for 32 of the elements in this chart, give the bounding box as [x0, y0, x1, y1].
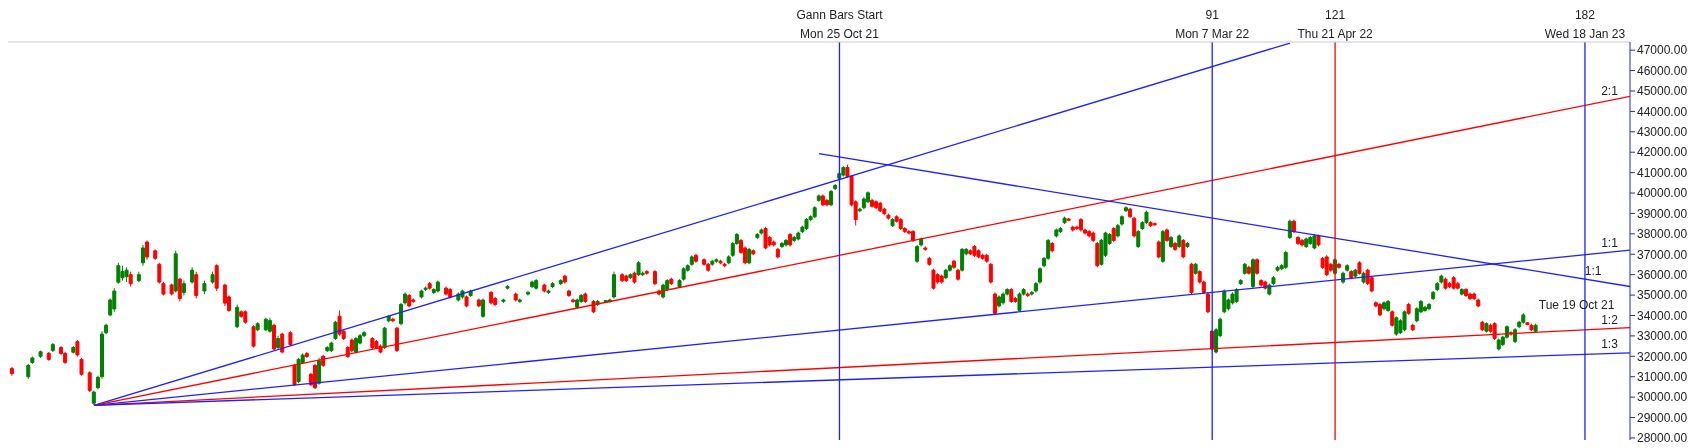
- y-tick-label: 35000.00: [1637, 288, 1688, 303]
- ref-line-label: Mon 25 Oct 21: [800, 27, 880, 41]
- y-tick-label: 43000.00: [1637, 125, 1688, 140]
- y-tick-label: 33000.00: [1637, 329, 1688, 344]
- x-tick-label: 91: [1205, 8, 1220, 22]
- annotation: 1:3: [1601, 337, 1619, 352]
- y-tick-label: 32000.00: [1637, 349, 1688, 364]
- y-tick-label: 40000.00: [1637, 186, 1688, 201]
- annotation: 2:1: [1601, 84, 1619, 99]
- x-tick-label: 182: [1574, 8, 1596, 22]
- y-tick-label: 47000.00: [1637, 43, 1688, 58]
- ref-line-label: Thu 21 Apr 22: [1297, 27, 1374, 41]
- annotation: 1:2: [1601, 312, 1619, 327]
- ref-line-label: Wed 18 Jan 23: [1544, 27, 1626, 41]
- annotation: 1:1: [1601, 236, 1619, 251]
- y-tick-label: 36000.00: [1637, 267, 1688, 282]
- y-tick-label: 42000.00: [1637, 145, 1688, 160]
- y-tick-label: 45000.00: [1637, 84, 1688, 99]
- ref-line-label: Mon 7 Mar 22: [1175, 27, 1250, 41]
- y-tick-label: 38000.00: [1637, 227, 1688, 242]
- x-tick-label: Gann Bars Start: [796, 8, 884, 22]
- y-tick-label: 31000.00: [1637, 369, 1688, 384]
- x-tick-label: 121: [1325, 8, 1346, 22]
- y-tick-label: 30000.00: [1637, 390, 1688, 405]
- y-tick-label: 44000.00: [1637, 104, 1688, 119]
- y-tick-label: 37000.00: [1637, 247, 1688, 262]
- y-tick-label: 34000.00: [1637, 308, 1688, 323]
- y-tick-label: 29000.00: [1637, 410, 1688, 425]
- y-tick-label: 41000.00: [1637, 165, 1688, 180]
- y-tick-label: 39000.00: [1637, 206, 1688, 221]
- y-tick-label: 46000.00: [1637, 63, 1688, 78]
- y-tick-label: 28000.00: [1637, 431, 1688, 446]
